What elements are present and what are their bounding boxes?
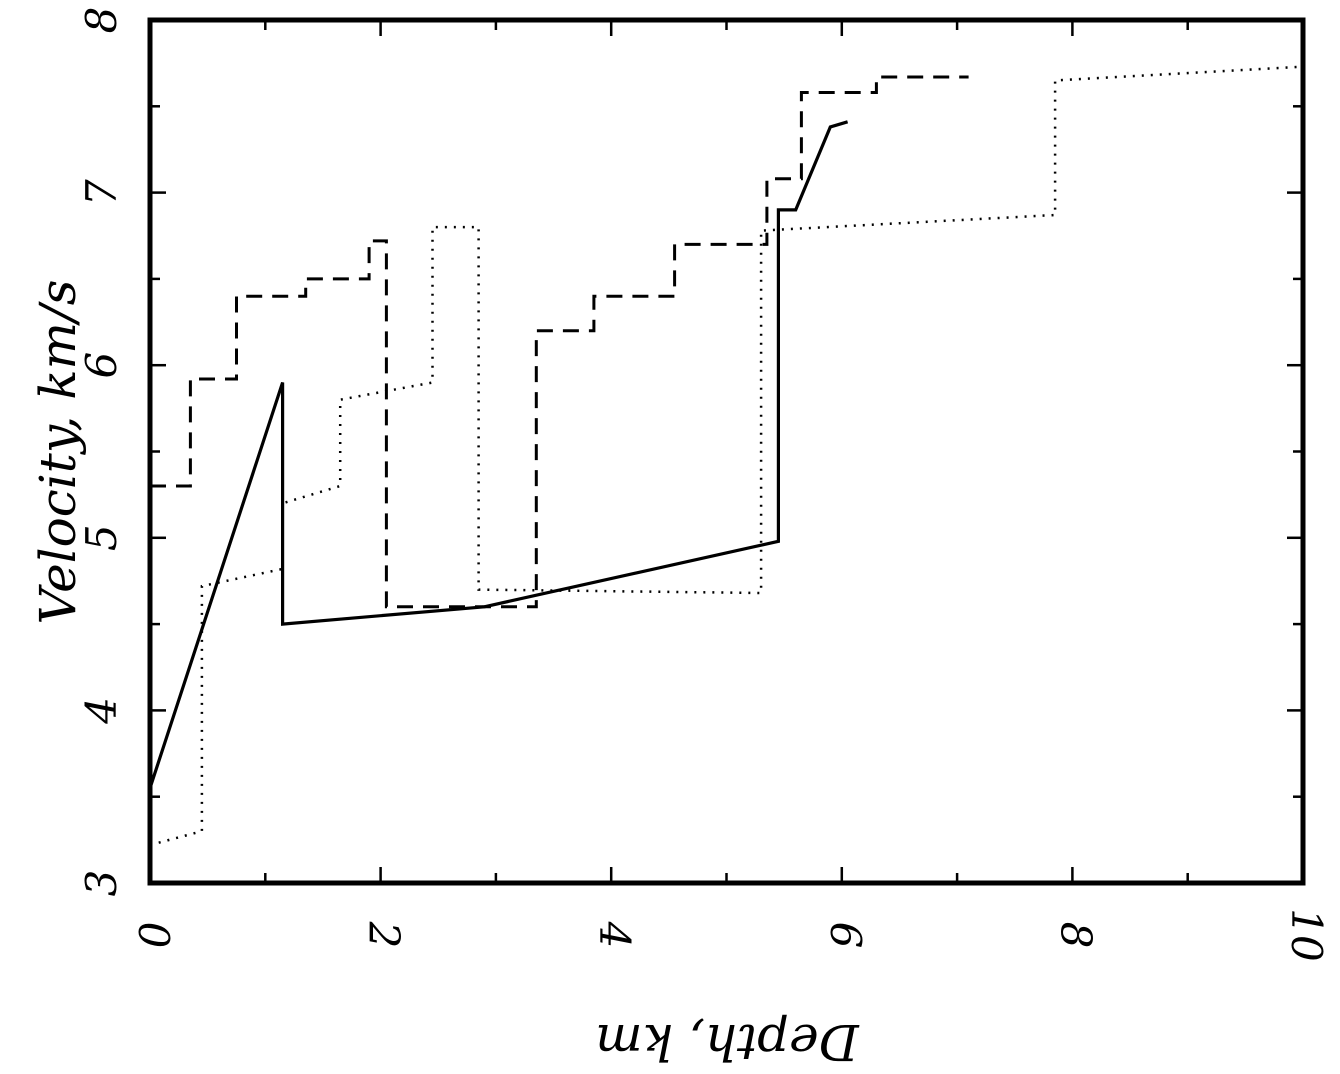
- x-tick-label: 4: [590, 921, 639, 949]
- series-solid-line: [148, 120, 849, 789]
- series-dashed-line: [150, 75, 969, 609]
- x-tick-label: 0: [129, 922, 178, 949]
- y-tick-label: 3: [77, 870, 126, 897]
- y-tick-label: 8: [77, 7, 126, 34]
- x-tick-label: 2: [360, 921, 409, 949]
- y-tick-label: 5: [77, 524, 126, 551]
- series-dotted-line: [149, 65, 1304, 847]
- y-axis-title: Velocity, km/s: [29, 280, 87, 625]
- axis-tick-labels: 0 2 4 6 8 10 3 4 5 6 7 8: [77, 7, 1331, 962]
- x-tick-label: 6: [821, 922, 870, 949]
- y-tick-label: 7: [77, 179, 126, 206]
- x-tick-label: 8: [1051, 922, 1100, 949]
- axis-ticks: [148, 18, 1305, 885]
- x-axis-title: Depth, km: [595, 1013, 859, 1071]
- plot-lines: [148, 65, 1304, 847]
- x-tick-label: 10: [1282, 908, 1331, 961]
- y-tick-label: 4: [77, 697, 126, 725]
- y-tick-label: 6: [77, 352, 126, 379]
- plot-frame: [147, 17, 1306, 886]
